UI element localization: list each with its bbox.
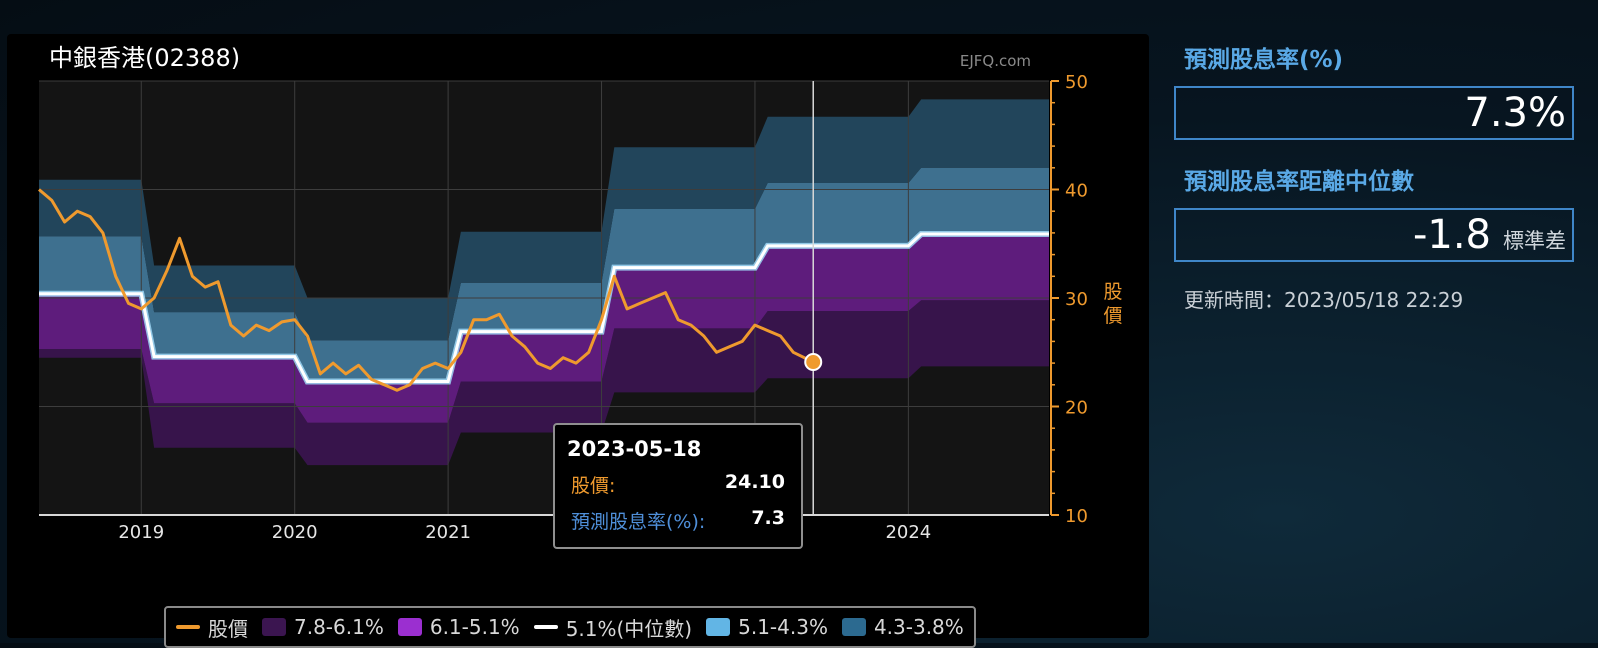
y-axis-label-char-1: 股 [1103, 281, 1122, 303]
distance-value: -1.8 [1412, 212, 1491, 258]
yield-label: 預測股息率(%) [1184, 47, 1344, 73]
tooltip-price-value: 24.10 [724, 471, 785, 493]
y-tick-label-30: 30 [1065, 289, 1088, 310]
legend-label-5: 5.1-4.3% [738, 615, 828, 639]
tooltip-price-row: 股價: 24.10 [571, 471, 785, 498]
legend-item-5[interactable]: 5.1-4.3% [706, 615, 828, 639]
legend-item-1[interactable]: 股價 [176, 613, 248, 642]
legend-label-2: 7.8-6.1% [294, 615, 384, 639]
x-tick-label-2021: 2021 [425, 522, 471, 543]
legend-item-6[interactable]: 4.3-3.8% [841, 615, 964, 639]
y-axis-label-char-2: 價 [1103, 305, 1122, 327]
legend-swatch-5 [706, 618, 731, 636]
x-tick-label-2020: 2020 [272, 522, 318, 543]
band-1 [39, 300, 1049, 466]
yield-value-box: 7.3% [1174, 86, 1574, 140]
band-3 [39, 167, 1049, 382]
y-tick-label-20: 20 [1065, 398, 1088, 419]
yield-value: 7.3% [1464, 90, 1566, 136]
x-tick-label-2019: 2019 [118, 522, 164, 543]
price-marker [804, 353, 823, 372]
tooltip-price-label: 股價: [571, 475, 616, 497]
band-2 [39, 234, 1049, 423]
y-tick-label-40: 40 [1065, 181, 1088, 202]
legend-label-1: 股價 [208, 616, 248, 641]
chart-panel: 1020304050201920202021202220232024股價中銀香港… [7, 34, 1149, 648]
tooltip-yield-value: 7.3 [751, 507, 785, 529]
chart-tooltip: 2023-05-18 股價: 24.10 預測股息率(%): 7.3 [553, 423, 803, 549]
tooltip-yield-row: 預測股息率(%): 7.3 [571, 507, 785, 534]
legend-swatch-1 [176, 625, 200, 629]
tooltip-yield-label: 預測股息率(%): [571, 511, 706, 533]
distance-value-box: -1.8 標準差 [1174, 208, 1574, 262]
legend-label-4: 5.1%(中位數) [565, 616, 693, 641]
legend-swatch-2 [262, 618, 286, 636]
chart-title: 中銀香港(02388) [49, 44, 240, 72]
band-4 [39, 99, 1049, 341]
legend-item-2[interactable]: 7.8-6.1% [262, 615, 384, 639]
legend-swatch-3 [397, 618, 422, 636]
y-tick-label-10: 10 [1065, 506, 1088, 527]
chart-legend: 股價 7.8-6.1% 6.1-5.1% 5.1%(中位數) 5.1-4.3% 4.3-3… [164, 606, 976, 648]
chart-svg[interactable]: 1020304050201920202021202220232024股價中銀香港… [7, 34, 1149, 638]
distance-unit: 標準差 [1503, 229, 1566, 253]
y-tick-label-50: 50 [1065, 72, 1088, 93]
update-time: 更新時間：2023/05/18 22:29 [1184, 288, 1464, 312]
x-tick-label-2024: 2024 [885, 522, 931, 543]
distance-label: 預測股息率距離中位數 [1184, 169, 1414, 195]
legend-label-3: 6.1-5.1% [429, 615, 520, 639]
tooltip-date: 2023-05-18 [567, 437, 702, 461]
watermark: EJFQ.com [960, 52, 1031, 70]
price-line [38, 188, 814, 392]
legend-item-4[interactable]: 5.1%(中位數) [533, 613, 693, 642]
legend-swatch-6 [841, 618, 866, 636]
median-line [39, 232, 1049, 383]
legend-item-3[interactable]: 6.1-5.1% [397, 615, 520, 639]
legend-swatch-4 [533, 625, 558, 629]
legend-label-6: 4.3-3.8% [873, 615, 964, 639]
side-panel: 預測股息率(%) 7.3% 預測股息率距離中位數 -1.8 標準差 更新時間：2… [1170, 40, 1590, 313]
